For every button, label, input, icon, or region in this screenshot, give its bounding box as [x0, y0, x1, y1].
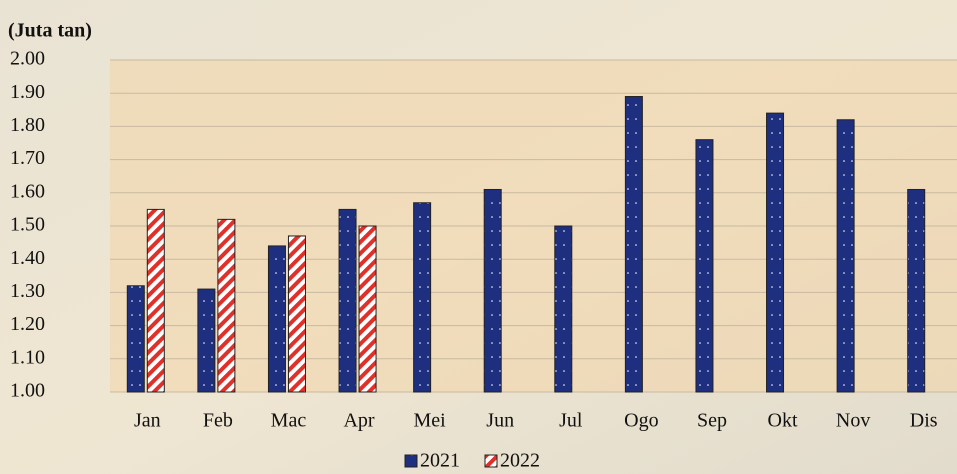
y-tick-label: 1.90 — [10, 81, 45, 103]
bar — [907, 188, 926, 393]
legend-swatch — [404, 454, 418, 468]
legend-swatch — [484, 454, 498, 468]
bar — [836, 119, 855, 393]
y-tick-label: 1.30 — [10, 280, 45, 302]
y-tick-label: 1.50 — [10, 214, 45, 236]
y-tick-label: 1.10 — [10, 346, 45, 368]
y-tick-label: 1.60 — [10, 180, 45, 202]
x-tick-label: Okt — [768, 410, 798, 432]
y-tick-label: 1.70 — [10, 147, 45, 169]
x-tick-label: Nov — [836, 410, 870, 432]
y-tick-label: 1.80 — [10, 114, 45, 136]
x-tick-label: Apr — [343, 410, 374, 432]
x-tick-label: Ogo — [624, 410, 658, 432]
bar — [267, 245, 286, 393]
y-tick-label: 1.40 — [10, 247, 45, 269]
x-tick-label: Jul — [559, 410, 583, 432]
legend-label: 2022 — [500, 450, 540, 472]
y-tick-label: 1.00 — [10, 380, 45, 402]
x-tick-label: Mei — [414, 410, 447, 432]
bar — [413, 202, 432, 393]
bar — [197, 288, 216, 393]
bar — [146, 208, 165, 393]
bar — [217, 218, 236, 393]
bar — [126, 285, 145, 393]
y-axis-label: (Juta tan) — [8, 20, 92, 42]
bar — [483, 188, 502, 393]
bar — [554, 225, 573, 393]
x-tick-label: Mac — [271, 410, 307, 432]
x-tick-label: Sep — [697, 410, 727, 432]
bar — [766, 112, 785, 393]
legend-label: 2021 — [420, 450, 460, 472]
y-tick-label: 1.20 — [10, 313, 45, 335]
bar — [287, 235, 306, 393]
x-tick-label: Jun — [486, 410, 514, 432]
x-tick-label: Jan — [134, 410, 161, 432]
bar — [695, 139, 714, 393]
bar — [358, 225, 377, 393]
x-tick-label: Feb — [203, 410, 233, 432]
y-tick-label: 2.00 — [10, 48, 45, 70]
x-tick-label: Dis — [910, 410, 938, 432]
bar — [624, 96, 643, 393]
bar — [338, 208, 357, 393]
